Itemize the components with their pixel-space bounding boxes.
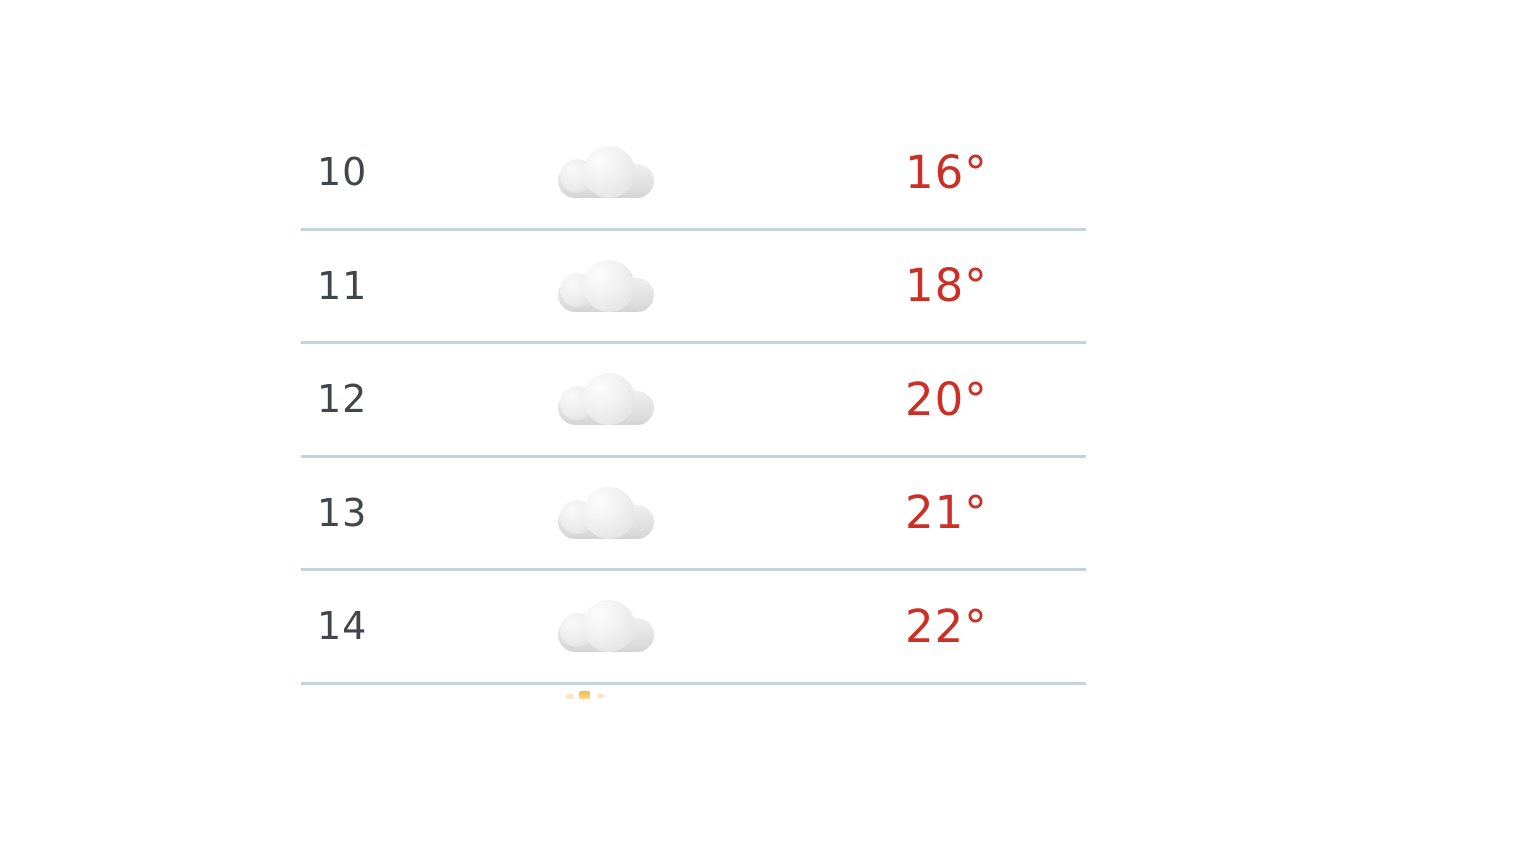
cloudy-icon [556, 146, 658, 199]
hour-label: 10 [317, 150, 368, 195]
sun-ray-dot [579, 691, 590, 699]
forecast-row: 14 22° [301, 571, 1086, 685]
weather-icon-cell [555, 373, 659, 426]
cloud-dome-shape [583, 486, 635, 539]
weather-icon-cell [555, 146, 659, 199]
forecast-row: 11 18° [301, 231, 1086, 344]
temperature-label: 22° [905, 599, 988, 653]
forecast-row: 13 21° [301, 458, 1086, 571]
cloudy-icon [556, 486, 658, 539]
hourly-forecast-table: 10 16° 11 18° 12 [301, 117, 1086, 685]
forecast-row: 12 20° [301, 344, 1086, 458]
sun-ray-dot [597, 694, 604, 698]
forecast-row: 10 16° [301, 117, 1086, 231]
temperature-label: 21° [905, 486, 988, 540]
hour-label: 14 [317, 604, 368, 649]
temperature-label: 16° [905, 145, 988, 199]
cloudy-icon [556, 259, 658, 312]
sun-ray-dot [566, 694, 574, 699]
temperature-label: 18° [905, 259, 988, 313]
sun-peek-icon [566, 691, 606, 700]
cloudy-icon [556, 600, 658, 653]
weather-icon-cell [555, 486, 659, 539]
cloud-dome-shape [583, 373, 635, 426]
hour-label: 12 [317, 377, 368, 422]
weather-icon-cell [555, 600, 659, 653]
temperature-label: 20° [905, 372, 988, 426]
cloud-dome-shape [583, 146, 635, 199]
weather-icon-cell [555, 259, 659, 312]
hour-label: 13 [317, 490, 368, 535]
hour-label: 11 [317, 263, 368, 308]
cloudy-icon [556, 373, 658, 426]
cloud-dome-shape [583, 259, 635, 312]
cloud-dome-shape [583, 600, 635, 653]
